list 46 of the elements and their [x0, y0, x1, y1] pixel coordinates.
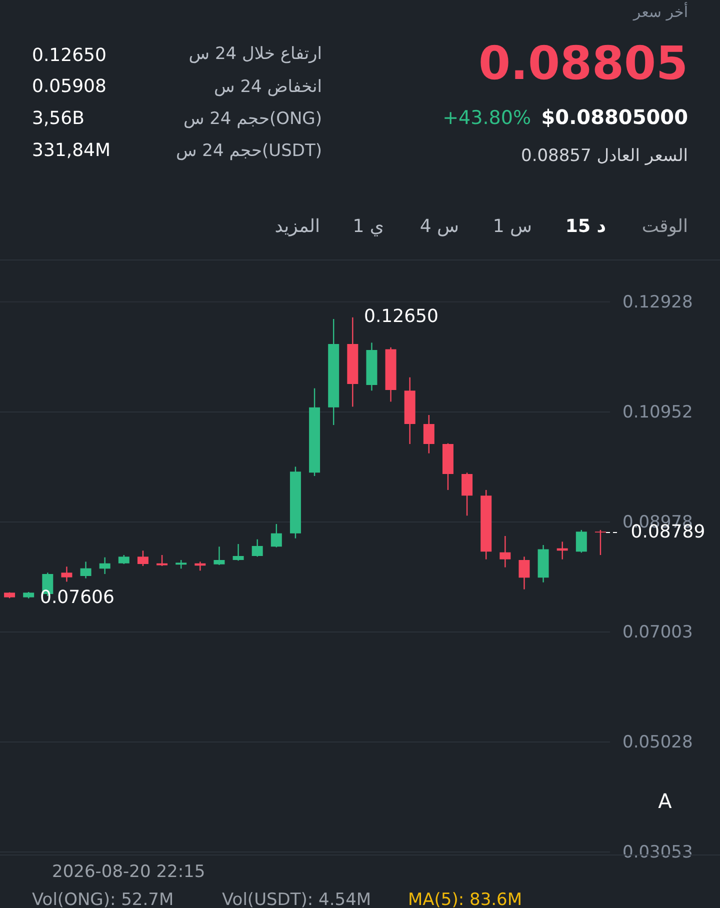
text: 0.05908	[32, 76, 106, 97]
candlestick	[518, 556, 530, 590]
text: حجم 24 س(USDT)	[176, 141, 322, 161]
candlestick	[270, 523, 282, 548]
text: 4 س	[420, 216, 459, 237]
text: Vol(ONG): 52.7M	[32, 890, 174, 908]
text: 1 ي	[352, 216, 384, 237]
y-tick-label: 0.12928	[622, 292, 693, 312]
text: Vol(USDT): 4.54M	[222, 890, 372, 908]
candlestick	[99, 556, 110, 575]
text: الوقت	[642, 216, 688, 237]
text: أخر سعر	[632, 2, 688, 21]
candlestick	[214, 546, 225, 566]
text: 1 س	[492, 216, 532, 237]
text: A	[658, 789, 672, 813]
candlestick	[423, 414, 434, 454]
y-tick-label: 0.07003	[622, 622, 693, 642]
text: $0.08805000	[541, 105, 688, 129]
text: ارتفاع خلال 24 س	[188, 44, 322, 64]
text: 15 د	[565, 216, 606, 237]
candlestick	[232, 543, 244, 562]
text: السعر العادل 0.08857	[521, 146, 688, 166]
annotation: 0.07606	[40, 587, 114, 608]
annotation: 0.12650	[364, 306, 438, 327]
candlestick	[156, 554, 168, 567]
candlestick	[500, 535, 511, 568]
candlestick	[576, 529, 587, 554]
text: 0.12650	[32, 45, 106, 66]
candlestick	[462, 472, 473, 516]
y-tick-label: 0.10952	[622, 402, 693, 422]
candlestick	[252, 538, 263, 558]
chart-title: 0.08805	[478, 36, 688, 90]
candlestick	[118, 554, 130, 565]
y-tick-label: 0.05028	[622, 732, 693, 753]
text: MA(5): 83.6M	[408, 890, 522, 908]
text: انخفاض 24 س	[214, 77, 322, 97]
text: +43.80%	[442, 107, 531, 129]
text: المزيد	[274, 216, 320, 237]
text: حجم 24 س(ONG)	[183, 109, 322, 129]
text: 3,56B	[32, 108, 84, 129]
candlestick	[594, 529, 606, 556]
text: 2026-08-20 22:15	[52, 862, 206, 882]
text: 331,84M	[32, 140, 111, 161]
candlestick	[80, 561, 92, 579]
candlestick	[61, 566, 72, 582]
candlestick	[137, 550, 148, 567]
